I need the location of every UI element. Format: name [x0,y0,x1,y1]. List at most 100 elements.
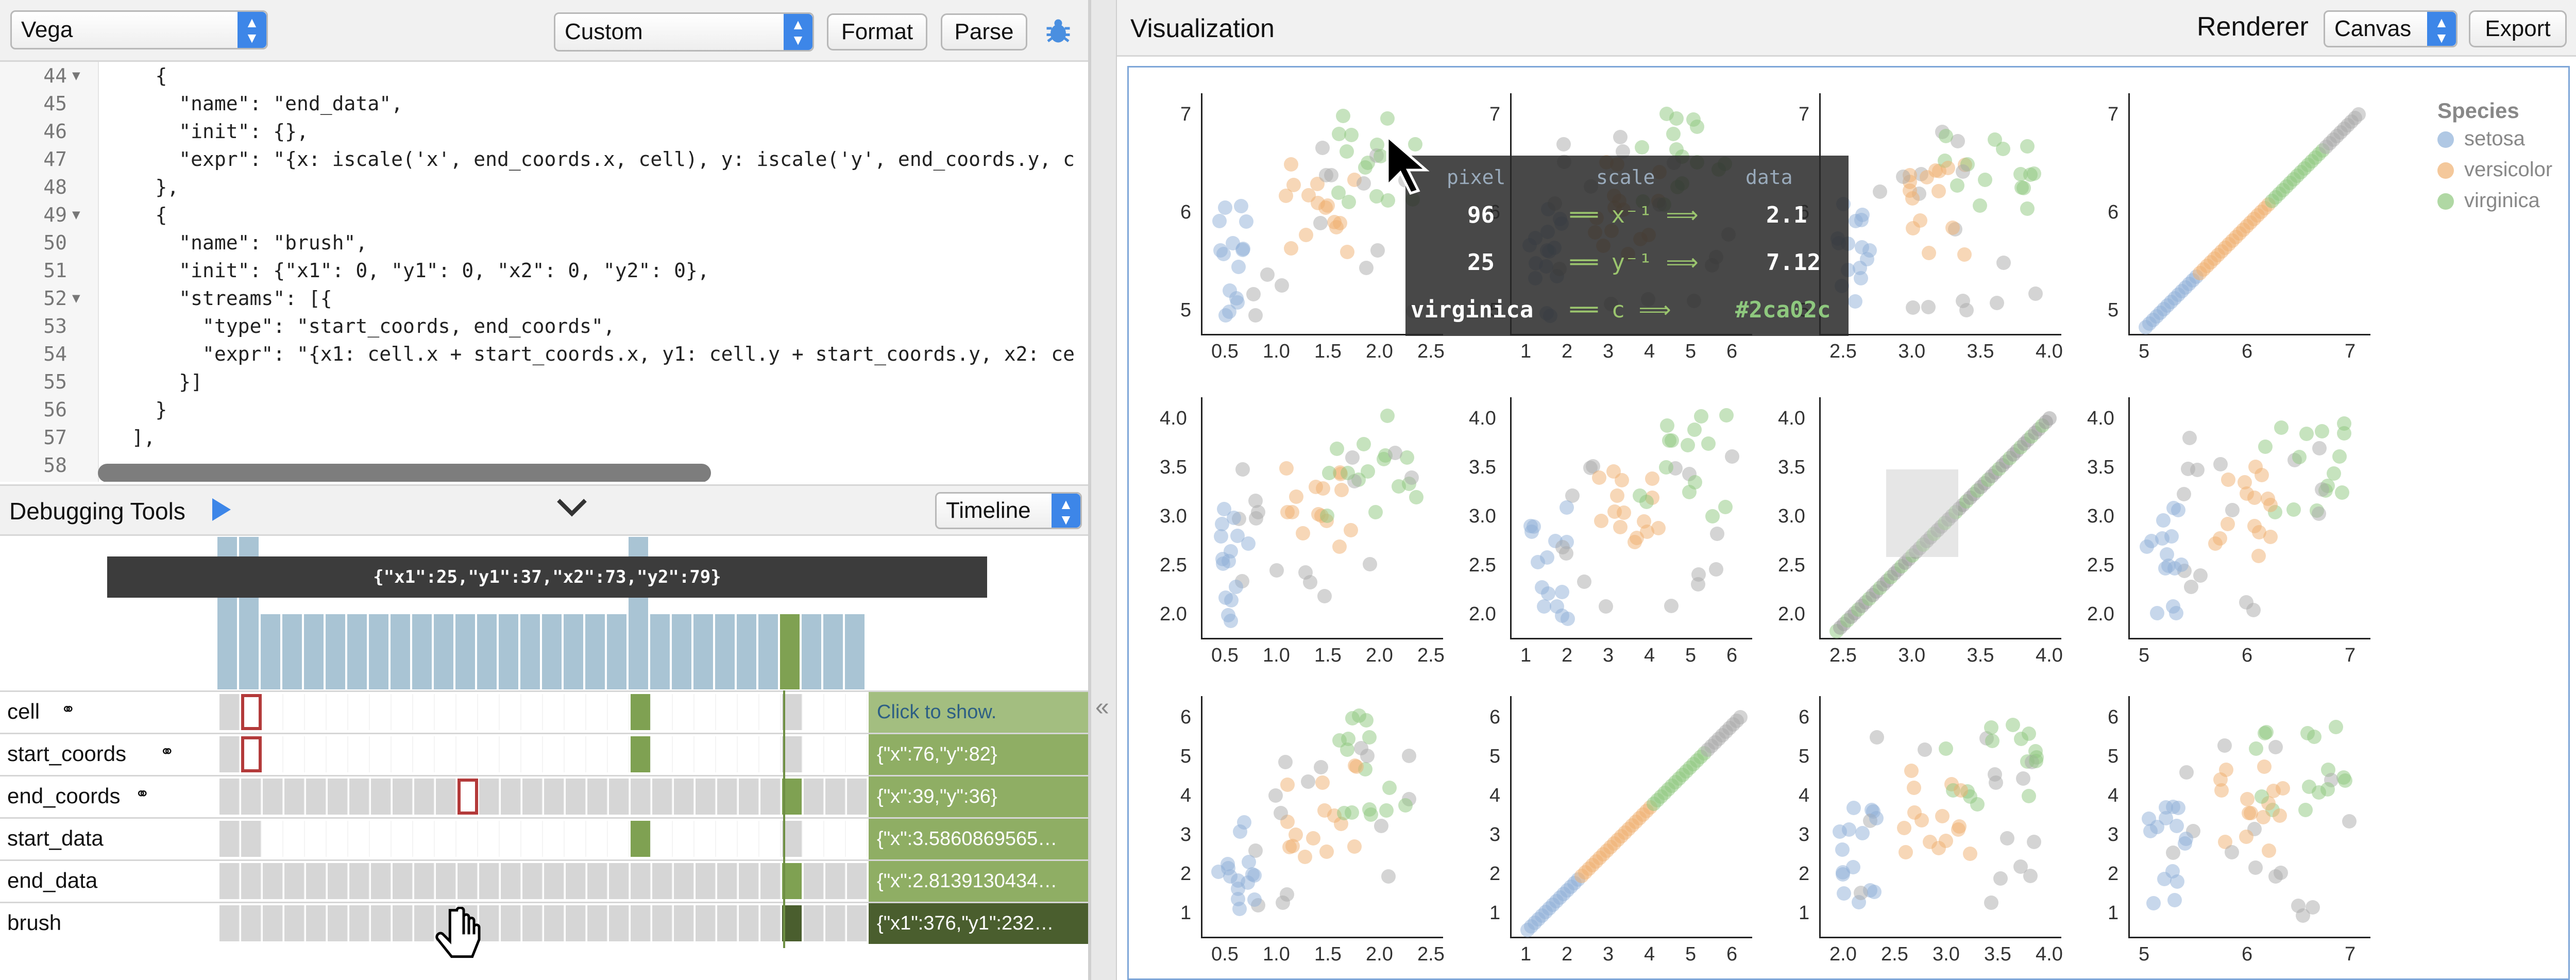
timeline-cell[interactable] [371,736,392,772]
timeline-cell[interactable] [739,863,759,899]
timeline-cell[interactable] [760,821,781,857]
timeline-cell[interactable] [717,905,738,941]
timeline-bar[interactable] [433,613,454,690]
timeline-bar[interactable] [368,613,389,690]
timeline-cell[interactable] [717,736,738,772]
timeline-cell[interactable] [566,694,586,730]
timeline-bar[interactable] [714,613,736,690]
timeline-cell[interactable] [522,736,543,772]
timeline-cell[interactable] [371,694,392,730]
timeline-cell[interactable] [696,905,716,941]
timeline-cell[interactable] [284,779,305,815]
timeline-cell[interactable] [696,863,716,899]
signal-row-brush[interactable]: brush {"x1":376,"y1":232… [0,902,1088,944]
timeline-cell[interactable] [674,736,694,772]
timeline-cell[interactable] [847,863,868,899]
scatter-panel[interactable] [1819,696,2061,938]
timeline-cell[interactable] [393,736,413,772]
horizontal-scrollbar[interactable] [98,464,711,482]
timeline-cell[interactable] [566,779,586,815]
fold-icon[interactable]: ▼ [72,207,80,223]
timeline-cell[interactable] [652,736,673,772]
timeline-cell[interactable] [501,779,521,815]
timeline-cell[interactable] [306,779,327,815]
signal-timeline-cells[interactable] [219,776,869,817]
timeline-cell[interactable] [847,779,868,815]
mode-select[interactable]: Vega ▲ ▼ [10,10,268,49]
timeline-cell[interactable] [219,821,240,857]
timeline-cell[interactable] [652,694,673,730]
timeline-cell[interactable] [652,821,673,857]
scatter-panel[interactable] [1510,397,1752,639]
timeline-cell[interactable] [436,779,456,815]
timeline-cell[interactable] [674,905,694,941]
timeline-cell[interactable] [825,821,846,857]
timeline-cell[interactable] [241,779,262,815]
timeline-cell[interactable] [349,905,370,941]
timeline-cell[interactable] [804,905,824,941]
timeline-cell[interactable] [739,821,759,857]
timeline-bar[interactable] [671,613,692,690]
timeline-cell[interactable] [263,736,283,772]
timeline-cell[interactable] [241,863,262,899]
timeline-cell[interactable] [631,779,651,815]
timeline-cell[interactable] [544,694,565,730]
scatter-panel[interactable] [2128,696,2370,938]
timeline-bar[interactable] [584,613,606,690]
link-icon[interactable]: ⚭ [61,700,76,719]
timeline-cell[interactable] [825,779,846,815]
renderer-select[interactable]: Canvas ▲ ▼ [2324,10,2458,47]
timeline-cell[interactable] [544,863,565,899]
timeline-cell[interactable] [544,905,565,941]
timeline-cell[interactable] [825,863,846,899]
timeline-cell[interactable] [696,779,716,815]
timeline-cell[interactable] [263,821,283,857]
timeline-cell[interactable] [717,821,738,857]
timeline-cell[interactable] [306,736,327,772]
fold-icon[interactable]: ▼ [72,68,80,83]
timeline-cell[interactable] [674,863,694,899]
timeline-cell[interactable] [371,905,392,941]
timeline-cell[interactable] [414,905,435,941]
timeline-cell[interactable] [566,736,586,772]
timeline-bar[interactable] [281,613,303,690]
timeline-cell[interactable] [414,863,435,899]
timeline-cell[interactable] [457,821,478,857]
timeline-bar[interactable] [303,613,325,690]
scatter-panel[interactable] [1201,397,1443,639]
timeline-cell[interactable] [587,905,608,941]
timeline-cell[interactable] [652,905,673,941]
timeline-cell[interactable] [436,821,456,857]
timeline-bar[interactable] [606,613,628,690]
timeline-cell[interactable] [847,736,868,772]
link-icon[interactable]: ⚭ [135,784,150,804]
timeline-cell[interactable] [587,779,608,815]
timeline-bar[interactable] [822,613,844,690]
timeline-cell[interactable] [587,821,608,857]
timeline-cell[interactable] [522,779,543,815]
timeline-cell[interactable] [501,863,521,899]
timeline-cell[interactable] [696,821,716,857]
timeline-cell[interactable] [349,694,370,730]
timeline-cell[interactable] [414,779,435,815]
timeline-cell[interactable] [522,694,543,730]
timeline-cell[interactable] [760,779,781,815]
timeline-cell[interactable] [760,863,781,899]
timeline-cell[interactable] [609,863,630,899]
fold-icon[interactable]: ▼ [72,291,80,306]
timeline-bar[interactable] [801,613,822,690]
timeline-bar[interactable] [498,613,519,690]
timeline-cell[interactable] [284,905,305,941]
timeline-cell[interactable] [804,694,824,730]
timeline-bar[interactable] [692,613,714,690]
signal-value[interactable]: Click to show. [869,692,1088,733]
timeline-bar[interactable] [519,613,541,690]
scatter-matrix-canvas[interactable]: Species setosa versicolor virginica 7 6 5 0.5… [1127,66,2570,980]
timeline-cell[interactable] [501,905,521,941]
timeline-cell[interactable] [566,905,586,941]
timeline-cell[interactable] [241,736,262,772]
timeline-cell[interactable] [544,736,565,772]
timeline-cell[interactable] [219,905,240,941]
timeline-cell[interactable] [284,736,305,772]
scatter-panel[interactable] [1201,93,1443,335]
